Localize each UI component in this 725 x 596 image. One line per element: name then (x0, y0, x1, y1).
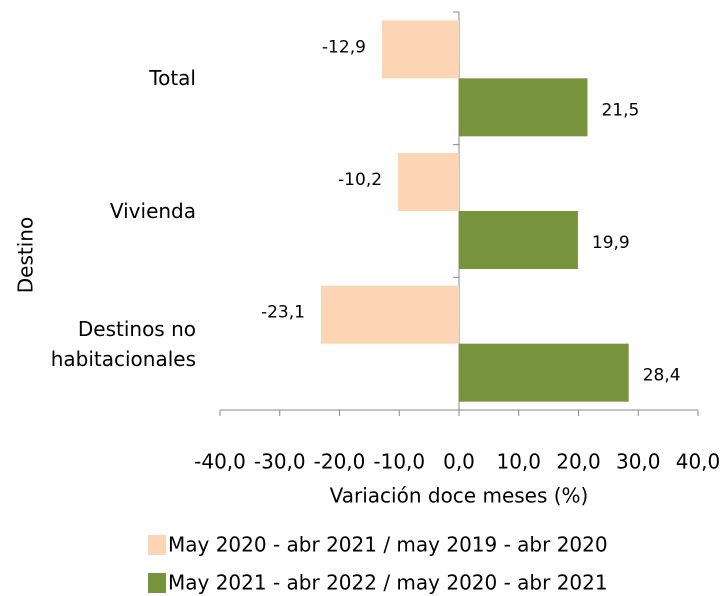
legend-swatch (148, 573, 166, 593)
x-tick-label: 0,0 (443, 450, 475, 474)
bar (381, 20, 459, 79)
y-tick-label: Destinos no habitacionales (50, 316, 196, 371)
x-tick-label: -30,0 (254, 450, 306, 474)
x-tick-label: -40,0 (194, 450, 246, 474)
x-tick-label: -10,0 (373, 450, 425, 474)
value-label: 28,4 (643, 366, 681, 386)
bar (459, 78, 588, 137)
legend-label: May 2021 - abr 2022 / may 2020 - abr 202… (168, 571, 608, 595)
value-label: 21,5 (601, 100, 639, 120)
value-label: -12,9 (322, 37, 366, 57)
x-tick-label: 30,0 (616, 450, 661, 474)
bar (320, 285, 459, 344)
x-tick-label: 40,0 (676, 450, 721, 474)
x-tick-label: 20,0 (556, 450, 601, 474)
bar (459, 211, 578, 269)
legend-label: May 2020 - abr 2021 / may 2019 - abr 202… (168, 533, 608, 557)
x-axis-title: Variación doce meses (%) (330, 484, 589, 508)
bar (398, 153, 459, 211)
value-label: -23,1 (261, 303, 305, 323)
y-tick-label: Total (149, 66, 196, 91)
x-tick-label: 10,0 (496, 450, 541, 474)
value-label: 19,9 (592, 233, 630, 253)
y-tick-label: Vivienda (109, 199, 196, 223)
bar (459, 343, 629, 402)
x-tick-label: -20,0 (314, 450, 366, 474)
value-label: -10,2 (338, 170, 382, 190)
legend-swatch (148, 535, 166, 555)
y-axis-title: Destino (14, 217, 38, 293)
